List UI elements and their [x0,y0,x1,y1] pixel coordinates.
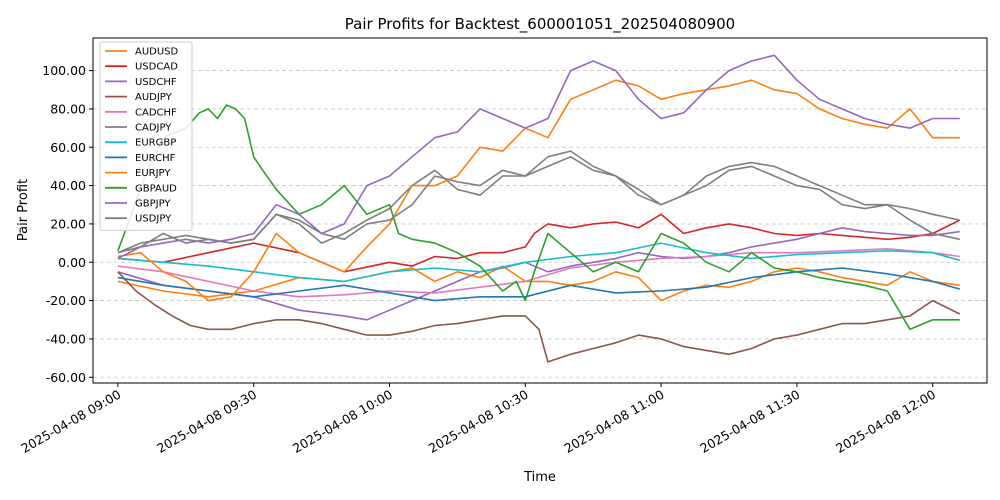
y-tick-label: 100.00 [42,63,86,78]
y-axis-label: Pair Profit [16,179,31,241]
y-tick-label: -60.00 [46,370,86,385]
y-tick-label: -40.00 [46,331,86,346]
series-line-usdchf [117,227,960,321]
gridlines [93,70,987,378]
series-line-eurgbp [117,242,961,283]
legend-label: USDJPY [135,214,172,225]
plot-frame [92,37,988,384]
legend-label: EURJPY [135,168,171,179]
y-tick-label: -20.00 [46,293,86,308]
series-line-usdjpy [117,156,960,254]
legend-box [99,41,193,231]
y-tick-label: 20.00 [50,216,86,231]
series-line-usdcad [117,213,961,273]
y-tick-label: 60.00 [50,140,86,155]
legend-label: USDCAD [135,62,178,73]
series-lines [117,54,961,363]
y-axis-ticks: -60.00 -40.00 -20.00 0.00 20.00 40.00 60.00 80.… [42,63,93,385]
series-line-eurjpy [117,79,960,302]
legend-label: GBPAUD [135,183,177,194]
series-line-gbpjpy [117,54,960,260]
legend: AUDUSD USDCAD USDCHF AUDJPY CADCHF CADJPY EURG… [99,41,193,231]
series-line-cadchf [117,248,960,298]
legend-label: EURCHF [135,153,176,164]
y-tick-label: 40.00 [50,178,86,193]
legend-label: GBPJPY [135,199,171,210]
legend-label: CADJPY [135,123,172,134]
y-tick-label: 80.00 [50,101,86,116]
legend-label: USDCHF [135,77,177,88]
chart-title: Pair Profits for Backtest_600001051_2025… [345,15,735,34]
series-line-gbpaud [117,104,960,331]
legend-label: AUDUSD [135,47,179,58]
y-tick-label: 0.00 [58,255,86,270]
legend-label: CADCHF [135,107,177,118]
legend-label: AUDJPY [135,92,173,103]
legend-label: EURGBP [135,138,176,149]
series-line-audjpy [117,271,961,363]
series-line-eurchf [117,267,961,302]
x-axis-label: Time [523,470,556,485]
